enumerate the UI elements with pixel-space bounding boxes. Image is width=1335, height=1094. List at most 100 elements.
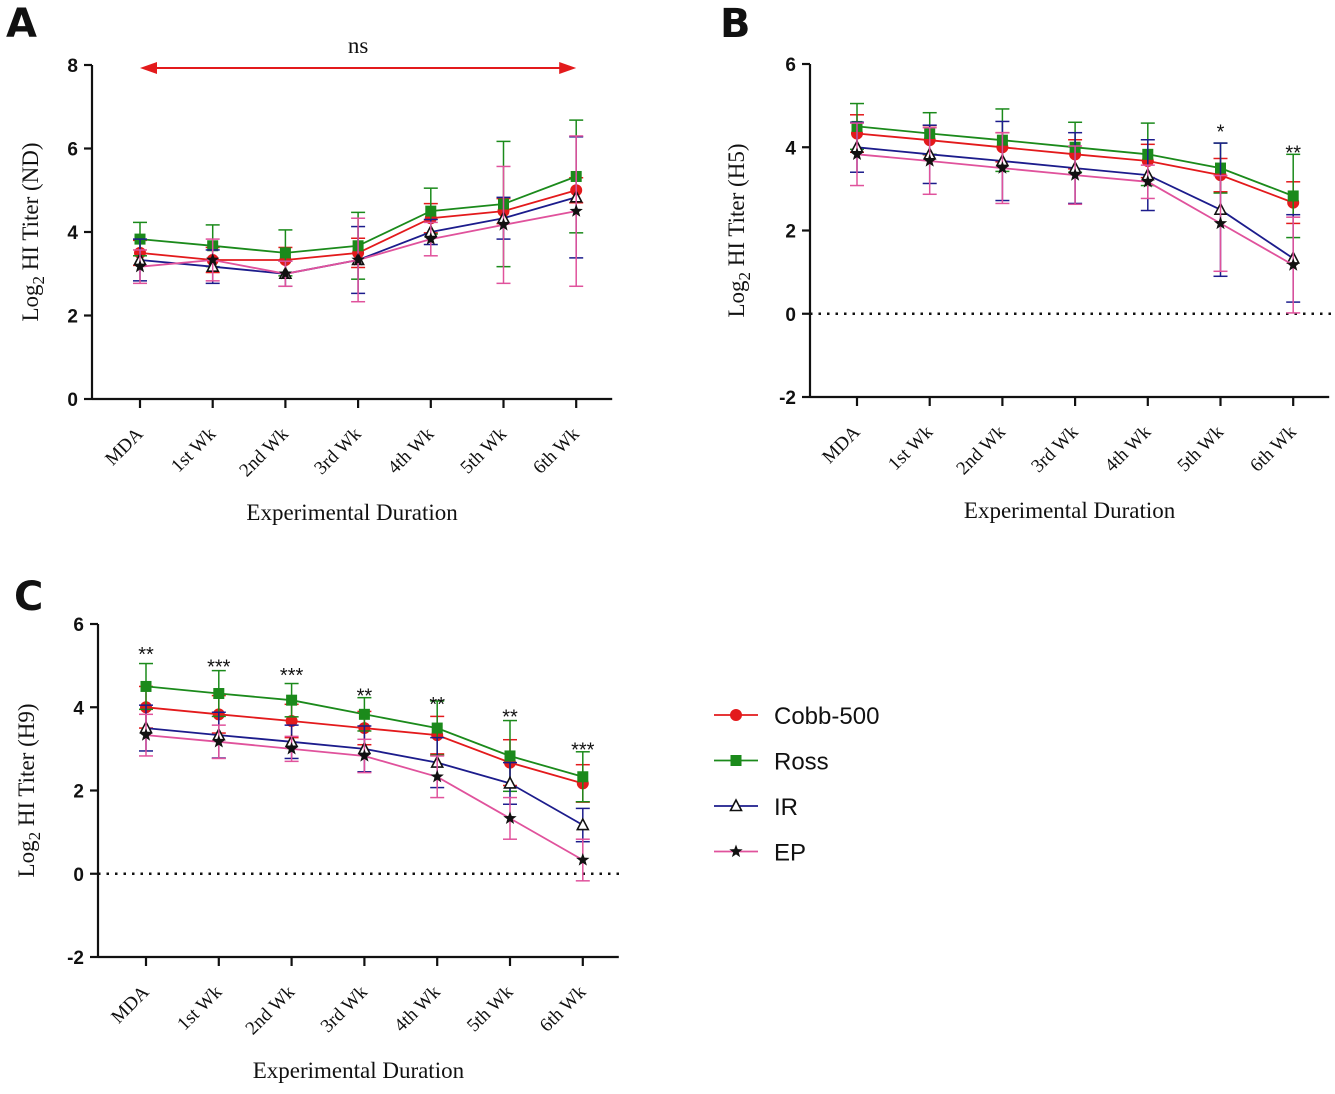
data-point [576,853,590,866]
x-tick-label: 5th Wk [456,423,511,478]
y-axis-title-subscript: 2 [25,832,44,841]
data-point [995,161,1010,174]
data-point [133,259,147,273]
data-point [284,741,299,755]
y-axis-title-subscript: 2 [735,272,754,281]
y-tick-label: 2 [73,782,84,803]
data-point [503,811,517,825]
x-tick-label: 3rd Wk [310,423,366,479]
legend-item-ross: Ross [714,749,829,776]
arrow-head-right [559,62,577,74]
y-tick-label: 2 [785,222,796,243]
x-tick-label: MDA [101,423,147,469]
y-axis-title-subscript: 2 [29,276,48,285]
legend: Cobb-500 Ross IR EP [714,703,879,867]
y-axis-title-suffix: HI Titer (H9) [14,704,39,832]
data-point [577,771,589,783]
series-ross [139,662,590,803]
series-ir [139,704,590,843]
legend-marker [730,755,742,766]
data-point [923,153,937,167]
data-point [358,708,370,720]
ns-annotation: ns [348,33,369,58]
y-axis-title-prefix: Log [724,280,749,318]
x-axis-title: Experimental Duration [253,1058,465,1083]
x-axis-title: Experimental Duration [964,498,1176,523]
significance-annotation: * [1217,121,1225,143]
data-point [424,232,438,245]
significance-annotation: ** [429,694,445,716]
data-point [503,775,517,789]
data-point [286,694,298,706]
x-tick-label: 6th Wk [536,981,591,1036]
panel-letter-a: A [6,1,37,47]
x-tick-label: 3rd Wk [317,981,373,1037]
significance-annotation: *** [571,740,595,762]
y-tick-label: 2 [67,307,78,328]
legend-item-ep: EP [714,840,806,867]
significance-annotation: *** [280,665,304,687]
x-tick-label: 6th Wk [529,423,584,478]
legend-marker [730,709,742,721]
x-tick-label: 2nd Wk [952,421,1010,479]
legend-item-ir: IR [714,794,798,821]
legend-marker [729,844,743,858]
x-tick-label: 3rd Wk [1027,421,1083,477]
series-ep [850,122,1301,314]
data-point [139,728,153,741]
y-axis-title-prefix: Log [18,284,43,322]
data-point [206,252,220,266]
y-tick-label: 0 [73,865,84,886]
data-point [212,734,226,748]
data-point [140,680,152,692]
y-tick-label: 6 [67,140,78,161]
y-axis-title-prefix: Log [14,840,39,878]
x-tick-label: 4th Wk [390,981,445,1036]
x-tick-label: 2nd Wk [235,423,293,481]
y-tick-label: 4 [73,698,84,719]
data-point [351,252,365,266]
y-tick-label: -2 [779,388,796,409]
y-tick-label: 0 [785,305,796,326]
data-point [357,748,372,762]
y-tick-label: 4 [785,138,796,159]
x-tick-label: 4th Wk [384,423,439,478]
legend-label: IR [774,794,798,821]
legend-label: Ross [774,749,829,776]
y-axis-title: Log2 HI Titer (H9) [14,704,44,878]
chart-panel-a: 0 2 4 6 8 MDA 1st Wk 2nd Wk 3rd Wk 4th Wk 5th Wk 6t… [18,33,613,525]
x-tick-label: 1st Wk [173,981,226,1034]
significance-annotation: ** [138,644,154,666]
x-tick-label: MDA [107,981,153,1027]
x-tick-label: 6th Wk [1246,421,1301,476]
x-tick-label: 5th Wk [1173,421,1228,476]
significance-annotation: *** [207,656,231,678]
x-axis-title: Experimental Duration [246,500,458,525]
legend-marker [729,798,743,812]
y-axis-title-suffix: HI Titer (H5) [724,144,749,272]
y-axis-title: Log2 HI Titer (H5) [724,144,754,318]
significance-annotation: ** [357,686,373,708]
panel-letter-c: C [14,574,43,620]
data-point [1286,258,1300,271]
data-point [1287,190,1299,202]
legend-label: EP [774,840,806,867]
arrow-head-left [140,62,157,74]
data-point [425,205,437,217]
significance-annotation: ** [502,706,518,728]
y-tick-label: -2 [67,948,84,969]
x-tick-label: 4th Wk [1101,421,1156,476]
x-tick-label: 5th Wk [463,981,518,1036]
x-tick-label: 1st Wk [884,421,937,474]
data-point [1213,216,1228,230]
legend-item-cobb-500: Cobb-500 [714,703,879,730]
data-point [279,247,291,259]
data-point [431,722,443,734]
y-tick-label: 6 [73,615,84,636]
y-tick-label: 6 [785,55,796,76]
data-point [213,688,225,700]
panel-letter-b: B [720,1,751,47]
y-tick-label: 8 [67,56,78,77]
legend-label: Cobb-500 [774,703,879,730]
